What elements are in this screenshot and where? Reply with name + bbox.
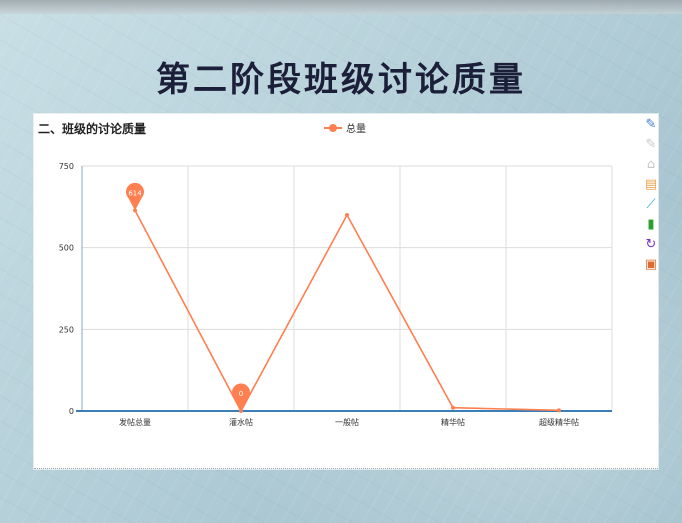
mark-point-label: 614: [128, 189, 142, 197]
mark-clear-icon[interactable]: ⌂: [646, 157, 656, 172]
x-tick-label: 精华帖: [441, 417, 465, 427]
y-tick-label: 500: [59, 244, 74, 253]
mark-point-pin: [231, 383, 250, 411]
legend[interactable]: 总量: [324, 120, 366, 135]
toolbox: ✎ ✎ ⌂ ▤ ⟋ ▮ ↻ ▣: [640, 116, 662, 273]
top-bar: [0, 0, 682, 14]
slide-title: 第二阶段班级讨论质量: [156, 60, 526, 100]
bar-chart-icon[interactable]: ▮: [647, 217, 655, 232]
mark-point-label: 0: [239, 390, 243, 398]
data-point: [557, 408, 561, 413]
chart-title: 二、班级的讨论质量: [38, 122, 147, 136]
y-tick-label: 0: [69, 407, 74, 416]
x-tick-label: 超级精华帖: [539, 417, 579, 427]
y-tick-label: 750: [59, 162, 74, 171]
x-tick-label: 灌水帖: [229, 417, 253, 427]
legend-label: 总量: [346, 124, 366, 135]
x-tick-label: 一般帖: [335, 417, 359, 427]
mark-pen-icon[interactable]: ✎: [645, 117, 657, 132]
data-point: [345, 213, 349, 217]
series-line-总量: [134, 210, 560, 413]
line-chart-icon[interactable]: ⟋: [646, 197, 656, 212]
chart-card: 二、班级的讨论质量 总量 0 250 500 750 发帖总量 灌水帖 一般帖 精华帖 超级精华…: [34, 114, 658, 469]
data-point: [451, 405, 455, 410]
legend-swatch: [324, 123, 342, 133]
data-view-icon[interactable]: ▤: [644, 177, 658, 192]
save-image-icon[interactable]: ▣: [644, 257, 658, 272]
mark-point-pin: [125, 182, 144, 211]
x-tick-label: 发帖总量: [119, 417, 151, 427]
restore-icon[interactable]: ↻: [645, 237, 657, 252]
mark-undo-icon[interactable]: ✎: [645, 137, 657, 152]
line-chart: 0 250 500 750 发帖总量 灌水帖 一般帖 精华帖 超级精华帖 614 0: [59, 162, 613, 427]
y-tick-label: 250: [59, 325, 74, 334]
